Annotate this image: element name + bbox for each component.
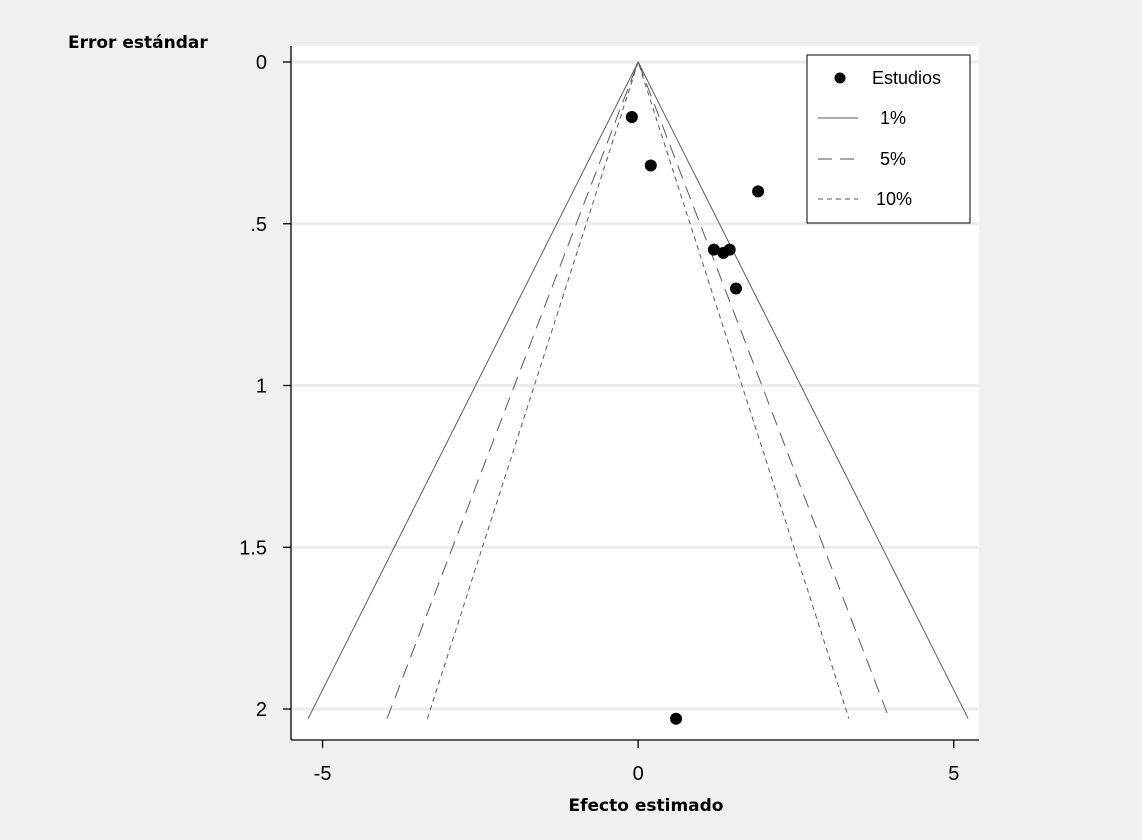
contour-5pct bbox=[386, 60, 890, 719]
axes bbox=[290, 46, 979, 741]
y-tick-label: 1 bbox=[256, 376, 267, 398]
gridlines bbox=[291, 60, 979, 711]
x-ticks: -5 0 5 bbox=[314, 740, 959, 785]
legend: Estudios 1% 5% 10% bbox=[806, 54, 971, 224]
study-point bbox=[723, 243, 736, 256]
legend-label-1pct: 1% bbox=[880, 108, 906, 128]
study-point bbox=[625, 110, 638, 123]
y-ticks: 0 .5 1 1.5 2 bbox=[239, 52, 291, 721]
y-tick-label: 2 bbox=[256, 699, 267, 721]
y-tick-label: .5 bbox=[250, 214, 267, 236]
study-point bbox=[729, 282, 742, 295]
legend-marker-studies bbox=[834, 72, 846, 84]
x-tick-label: 0 bbox=[633, 763, 644, 785]
y-axis-title: Error estándar bbox=[68, 33, 208, 53]
study-point bbox=[670, 712, 683, 725]
study-point bbox=[707, 243, 720, 256]
significance-contours bbox=[307, 60, 969, 719]
contour-10pct bbox=[426, 60, 850, 719]
study-point bbox=[644, 159, 657, 172]
x-axis-title: Efecto estimado bbox=[569, 796, 724, 816]
legend-label-5pct: 5% bbox=[880, 149, 906, 169]
legend-box bbox=[806, 54, 971, 224]
study-points bbox=[625, 110, 765, 725]
x-tick-label: 5 bbox=[948, 763, 959, 785]
y-tick-label: 0 bbox=[256, 52, 267, 74]
study-point bbox=[752, 185, 765, 198]
contour-1pct bbox=[307, 60, 969, 719]
x-tick-label: -5 bbox=[314, 763, 332, 785]
legend-label-10pct: 10% bbox=[876, 189, 912, 209]
y-tick-label: 1.5 bbox=[239, 537, 267, 559]
legend-label-studies: Estudios bbox=[872, 68, 941, 88]
